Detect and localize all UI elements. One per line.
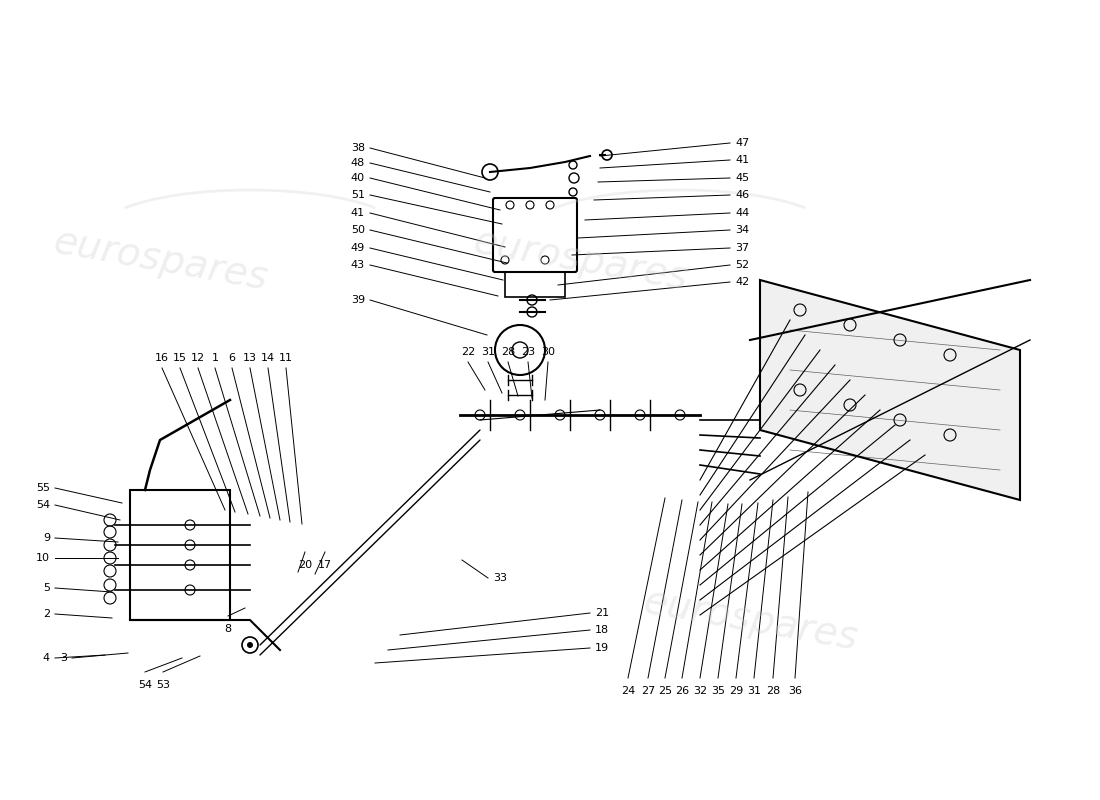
Text: 17: 17 [318,560,332,570]
Text: 53: 53 [156,680,170,690]
Text: 22: 22 [461,347,475,357]
Text: 25: 25 [658,686,672,696]
Text: 49: 49 [351,243,365,253]
Text: 48: 48 [351,158,365,168]
Text: 9: 9 [43,533,50,543]
Text: 31: 31 [747,686,761,696]
Text: 24: 24 [620,686,635,696]
Text: 42: 42 [735,277,749,287]
Text: 39: 39 [351,295,365,305]
Text: 23: 23 [521,347,535,357]
Text: 44: 44 [735,208,749,218]
Text: 45: 45 [735,173,749,183]
Text: 55: 55 [36,483,50,493]
Bar [130,490,230,620]
Text: 13: 13 [243,353,257,363]
Text: 8: 8 [224,624,232,634]
Text: 16: 16 [155,353,169,363]
Text: 37: 37 [735,243,749,253]
Text: 5: 5 [43,583,50,593]
Text: 4: 4 [43,653,50,663]
Text: 21: 21 [595,608,609,618]
Text: 29: 29 [729,686,744,696]
Text: 28: 28 [766,686,780,696]
Text: 27: 27 [641,686,656,696]
Text: 33: 33 [493,573,507,583]
Text: eurospares: eurospares [640,582,860,658]
Text: 28: 28 [500,347,515,357]
Text: 32: 32 [693,686,707,696]
Text: 1: 1 [211,353,219,363]
Text: 6: 6 [229,353,235,363]
Text: 14: 14 [261,353,275,363]
Polygon shape [760,280,1020,500]
Text: 35: 35 [711,686,725,696]
Text: 2: 2 [43,609,50,619]
Text: 54: 54 [36,500,50,510]
Text: 41: 41 [351,208,365,218]
Text: 51: 51 [351,190,365,200]
Text: 54: 54 [138,680,152,690]
Text: 12: 12 [191,353,205,363]
Text: eurospares: eurospares [470,222,690,298]
Text: 26: 26 [675,686,689,696]
Text: 3: 3 [60,653,67,663]
Text: 47: 47 [735,138,749,148]
Text: 30: 30 [541,347,556,357]
Text: 19: 19 [595,643,609,653]
Bar [505,272,565,297]
Text: 40: 40 [351,173,365,183]
Text: 52: 52 [735,260,749,270]
Text: 43: 43 [351,260,365,270]
Text: 38: 38 [351,143,365,153]
Text: 31: 31 [481,347,495,357]
Text: 20: 20 [298,560,312,570]
Text: 41: 41 [735,155,749,165]
Text: 46: 46 [735,190,749,200]
Text: 15: 15 [173,353,187,363]
Text: 11: 11 [279,353,293,363]
Text: 36: 36 [788,686,802,696]
Text: eurospares: eurospares [50,222,271,298]
Text: 10: 10 [36,553,50,563]
Text: 18: 18 [595,625,609,635]
Circle shape [248,642,253,648]
Text: 50: 50 [351,225,365,235]
Text: 34: 34 [735,225,749,235]
